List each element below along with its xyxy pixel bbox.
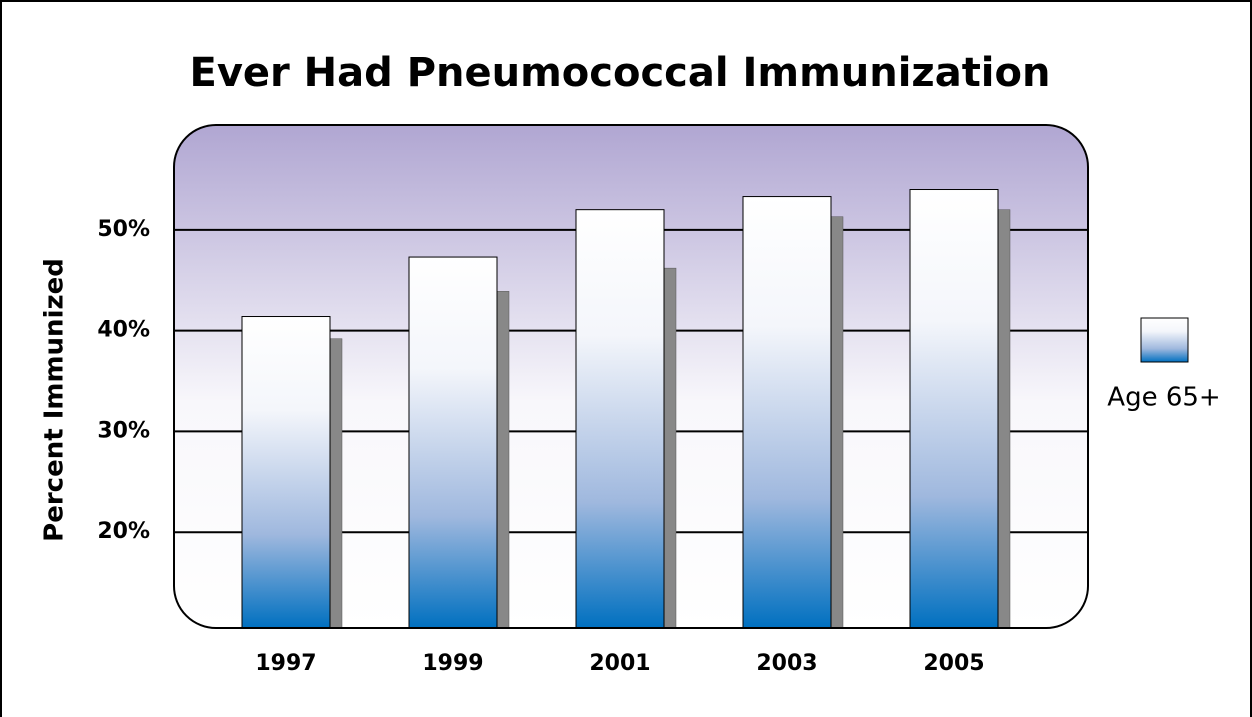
y-axis-label: Percent Immunized xyxy=(40,258,70,542)
y-tick-label: 30% xyxy=(97,418,150,443)
x-tick-label: 1999 xyxy=(422,651,483,676)
chart-title: Ever Had Pneumococcal Immunization xyxy=(190,50,1051,96)
shadow-bar xyxy=(663,267,677,628)
legend-swatch xyxy=(1140,317,1189,363)
x-tick-label: 1997 xyxy=(255,651,316,676)
x-tick-label: 2003 xyxy=(756,651,817,676)
shadow-bar xyxy=(997,209,1011,628)
bar xyxy=(575,209,665,628)
bar xyxy=(241,316,331,628)
y-tick-label: 50% xyxy=(97,217,150,242)
x-tick-label: 2005 xyxy=(923,651,984,676)
x-tick-label: 2001 xyxy=(589,651,650,676)
shadow-bar xyxy=(496,291,510,628)
shadow-bar xyxy=(329,338,343,628)
bar xyxy=(909,189,999,628)
bar xyxy=(742,196,832,628)
y-tick-label: 40% xyxy=(97,318,150,343)
plot-border xyxy=(173,124,1089,629)
bar xyxy=(408,256,498,628)
shadow-bar xyxy=(830,216,844,628)
y-tick-label: 20% xyxy=(97,519,150,544)
legend-label: Age 65+ xyxy=(1107,383,1220,413)
